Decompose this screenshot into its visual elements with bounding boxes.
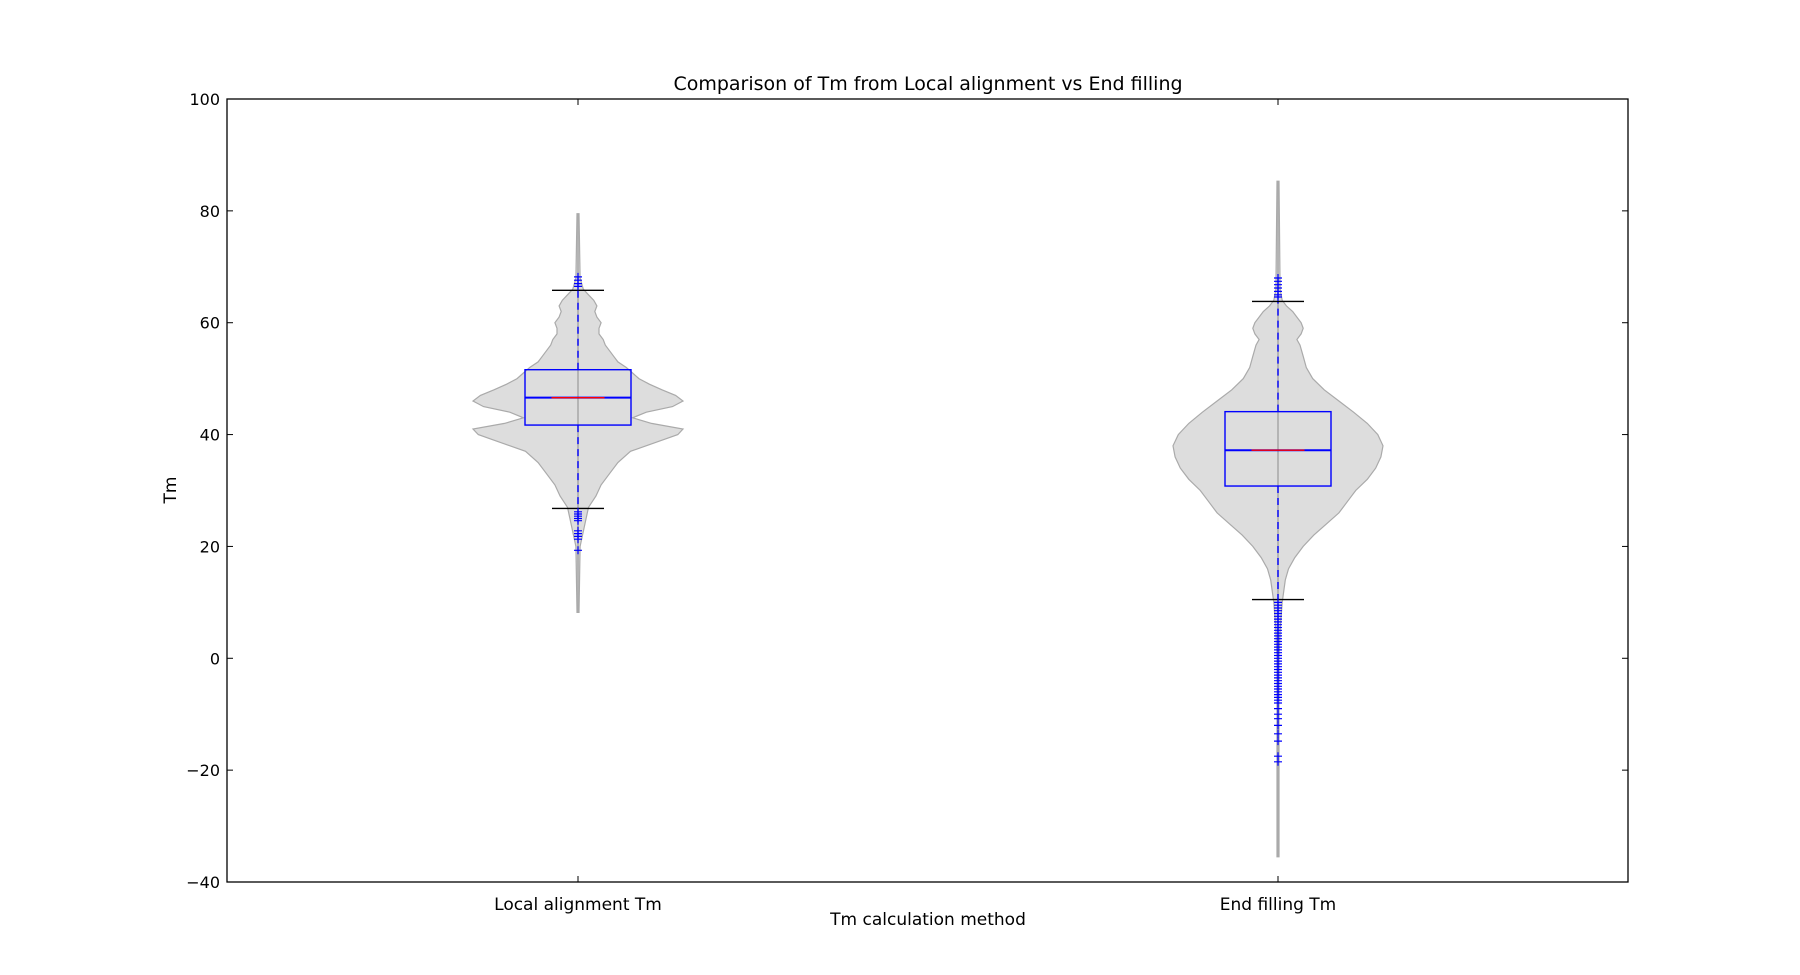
- y-tick-label: 60: [200, 314, 220, 333]
- axes: −40 −20 0 20 40 60 80 100 Local alignment Tm End …: [186, 90, 1629, 915]
- flier-marker: [1274, 729, 1282, 738]
- chart-title: Comparison of Tm from Local alignment vs…: [673, 73, 1182, 95]
- x-tick-label: End filling Tm: [1220, 895, 1337, 915]
- iqr-box: [1224, 410, 1332, 487]
- flier-marker: [1274, 757, 1282, 766]
- y-tick-label: 100: [189, 90, 220, 109]
- y-tick-label: 80: [200, 202, 220, 221]
- flier-marker: [1274, 737, 1282, 746]
- y-tick-label: 20: [200, 537, 220, 556]
- y-tick-label: −20: [186, 761, 220, 780]
- x-axis-label: Tm calculation method: [829, 910, 1026, 930]
- flier-marker: [574, 516, 582, 525]
- plot-area: [471, 180, 1384, 858]
- x-tick-label: Local alignment Tm: [494, 895, 662, 915]
- plot-frame: [226, 98, 1629, 883]
- y-axis-label: Tm: [161, 477, 181, 505]
- flier-marker: [574, 546, 582, 555]
- violin-group: [1172, 180, 1384, 858]
- flier-marker: [1274, 714, 1282, 723]
- flier-marker: [1274, 721, 1282, 730]
- y-tick-label: 0: [210, 649, 220, 668]
- flier-marker: [1274, 293, 1282, 301]
- flier-marker: [574, 535, 582, 544]
- y-tick-label: −40: [186, 873, 220, 892]
- y-tick-label: 40: [200, 426, 220, 445]
- violin-group: [471, 213, 685, 614]
- flier-marker: [574, 282, 582, 291]
